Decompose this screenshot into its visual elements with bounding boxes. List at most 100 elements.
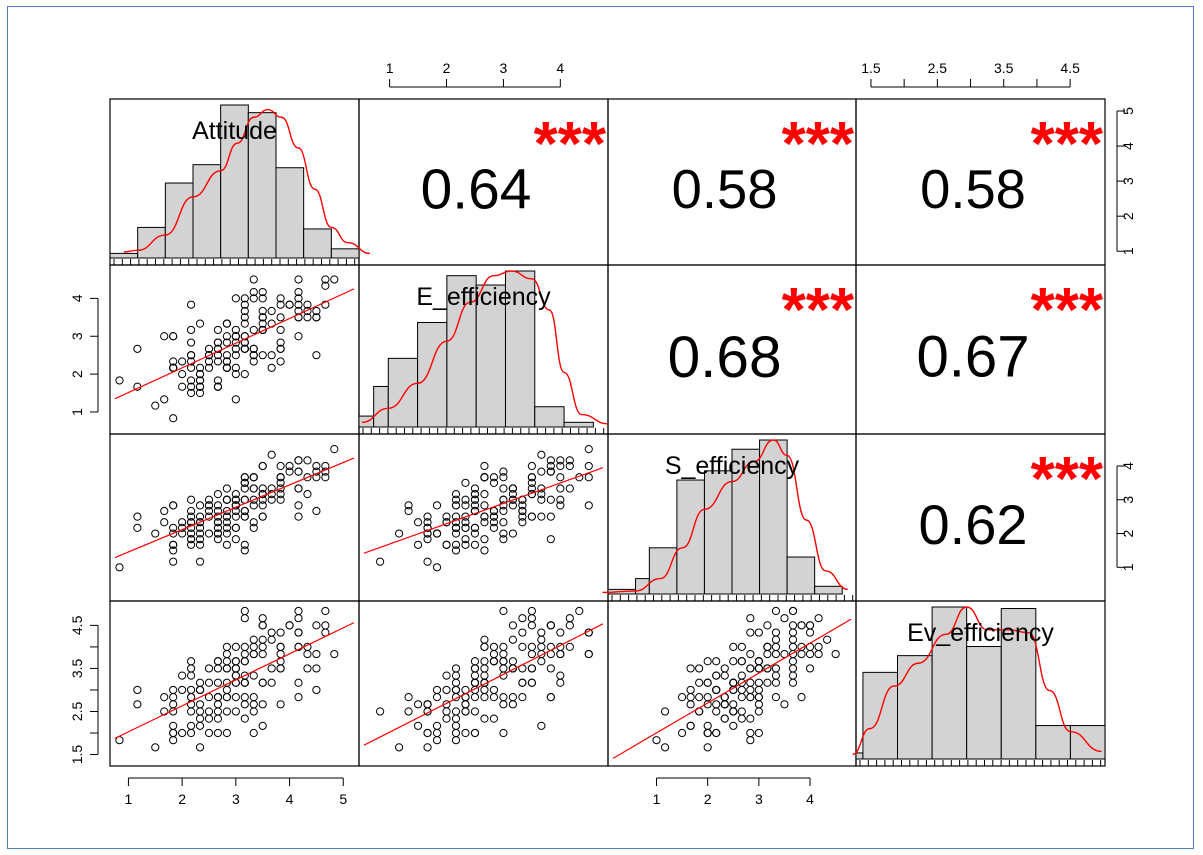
tick-label: 4 [1120, 142, 1136, 150]
point-136 [303, 649, 312, 659]
point-32 [222, 506, 231, 516]
point-79 [518, 506, 527, 516]
point-9 [312, 649, 321, 659]
point-121 [754, 678, 763, 687]
point-99 [186, 512, 196, 521]
point-10 [695, 664, 704, 673]
point-81 [404, 707, 413, 716]
point-119 [249, 294, 258, 303]
point-3 [276, 628, 285, 637]
point-50 [195, 714, 205, 723]
point-20 [213, 728, 223, 738]
point-23 [169, 357, 178, 366]
point-26 [330, 649, 339, 659]
point-98 [195, 518, 205, 527]
point-63 [186, 657, 196, 666]
point-105 [805, 664, 815, 673]
histogram-bar [759, 439, 788, 595]
point-12 [231, 344, 240, 353]
point-39 [204, 529, 214, 538]
point-129 [276, 664, 285, 673]
point-68 [746, 728, 755, 738]
point-13 [508, 529, 518, 538]
point-35 [394, 743, 404, 752]
point-64 [546, 693, 555, 702]
point-71 [677, 728, 687, 738]
histogram-E_efficiency [358, 270, 609, 434]
point-43 [178, 357, 187, 366]
point-52 [276, 700, 285, 709]
point-121 [556, 678, 565, 687]
point-30 [527, 512, 536, 521]
point-108 [186, 382, 196, 391]
histogram-bar [703, 470, 733, 595]
point-103 [285, 300, 294, 309]
point-6 [294, 678, 303, 687]
point-17 [204, 707, 214, 716]
point-139 [746, 714, 755, 723]
point-41 [442, 685, 451, 695]
point-27 [213, 664, 223, 673]
point-36 [518, 693, 527, 702]
point-12 [480, 490, 489, 499]
point-46 [442, 671, 451, 680]
point-104 [546, 664, 555, 673]
point-38 [470, 664, 480, 673]
point-5 [267, 351, 276, 360]
point-3 [788, 628, 798, 637]
point-137 [267, 495, 276, 504]
point-97 [240, 294, 249, 303]
point-38 [222, 540, 231, 549]
point-22 [584, 501, 593, 510]
point-97 [556, 671, 565, 680]
point-129 [276, 484, 285, 493]
point-114 [249, 642, 258, 652]
point-31 [169, 529, 178, 538]
point-56 [240, 540, 249, 549]
tick-label: 1.5 [861, 60, 881, 76]
point-137 [754, 628, 763, 637]
point-135 [267, 363, 276, 372]
point-18 [133, 344, 142, 353]
point-2 [204, 664, 214, 673]
fit-line [363, 467, 604, 554]
tick-label: 5 [339, 791, 347, 807]
point-19 [788, 621, 798, 630]
point-7 [712, 707, 721, 716]
density-curve [602, 439, 848, 594]
point-55 [294, 332, 303, 341]
point-23 [169, 693, 178, 702]
point-130 [508, 501, 518, 510]
histogram-bar [855, 752, 864, 760]
scatter-panel-S_efficiency-vs-Ev_efficiency [612, 606, 852, 759]
fit-line [363, 623, 604, 746]
point-56 [686, 700, 695, 709]
point-65 [258, 306, 267, 316]
point-69 [480, 546, 489, 555]
point-29 [321, 621, 330, 630]
point-38 [686, 664, 695, 673]
histogram-bar [862, 671, 899, 760]
point-69 [240, 693, 249, 702]
point-86 [312, 506, 321, 516]
point-85 [258, 325, 267, 335]
point-48 [423, 535, 432, 544]
histogram-bar [475, 284, 506, 428]
point-86 [312, 351, 321, 360]
point-67 [537, 490, 546, 499]
point-30 [258, 313, 267, 322]
point-49 [231, 332, 240, 341]
point-92 [489, 523, 499, 533]
point-112 [294, 456, 303, 465]
point-101 [178, 382, 187, 391]
point-16 [754, 685, 763, 695]
point-87 [695, 678, 704, 687]
histogram-bar [814, 585, 843, 595]
point-129 [276, 325, 285, 335]
point-134 [771, 649, 781, 659]
point-123 [294, 313, 303, 322]
point-59 [499, 657, 508, 666]
point-137 [518, 628, 527, 637]
point-132 [213, 714, 223, 723]
point-128 [470, 490, 480, 499]
